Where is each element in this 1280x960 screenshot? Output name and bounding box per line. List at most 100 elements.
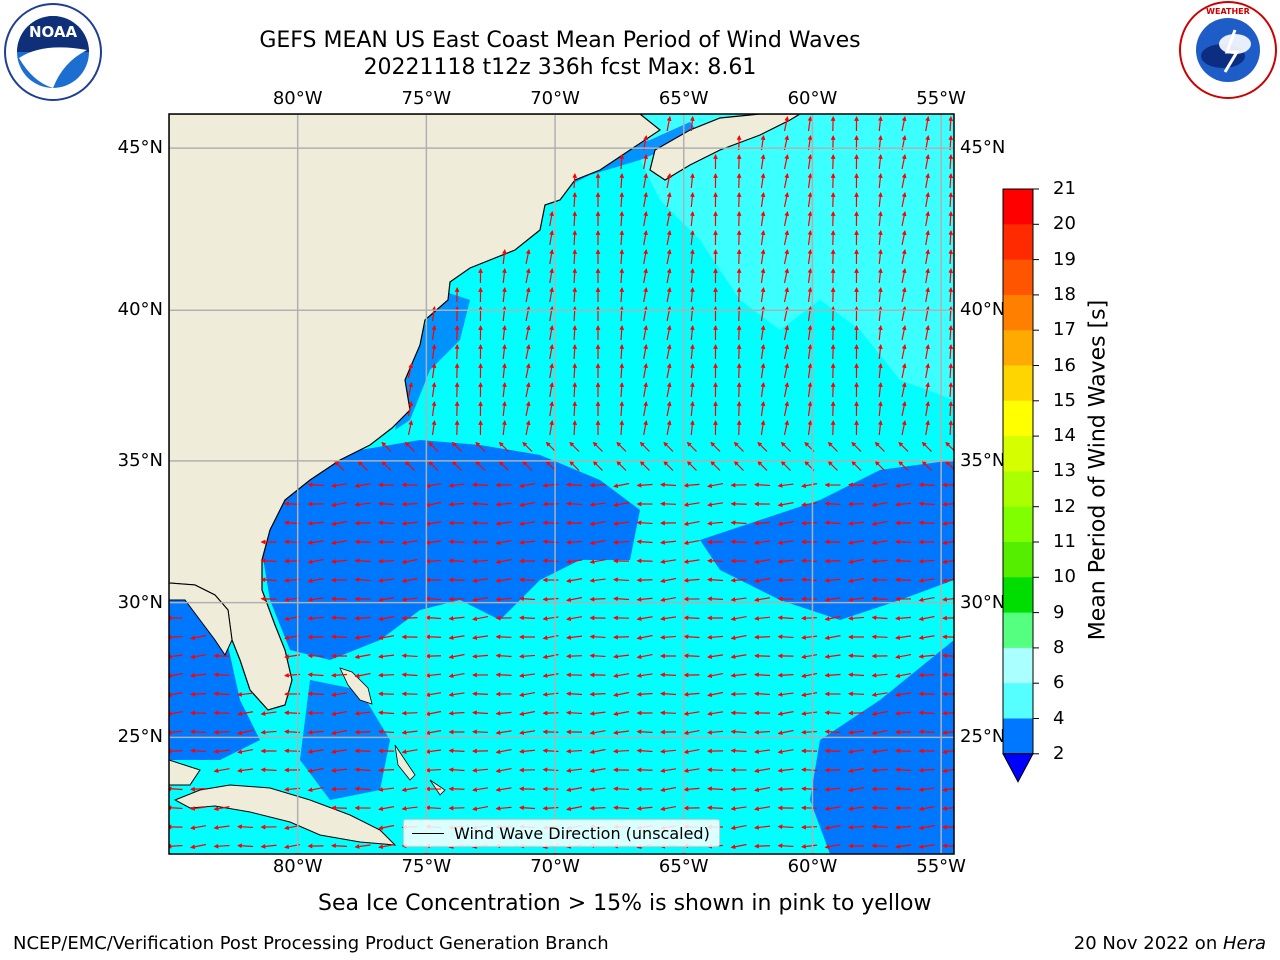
lat-label-right: 40°N — [960, 299, 1006, 321]
wind-wave-arrow — [877, 249, 883, 265]
lat-label-right: 25°N — [960, 726, 1006, 748]
wind-wave-arrow — [643, 173, 648, 189]
wind-wave-arrow — [331, 843, 348, 849]
wind-wave-arrow — [666, 173, 672, 189]
wind-wave-arrow — [801, 786, 818, 792]
wind-wave-arrow — [448, 539, 465, 545]
wind-wave-arrow — [730, 729, 747, 735]
wind-wave-arrow — [777, 672, 794, 678]
wind-wave-arrow — [666, 401, 672, 417]
wind-wave-arrow — [613, 730, 630, 735]
wind-wave-arrow — [354, 844, 371, 849]
wind-wave-arrow — [572, 192, 578, 208]
wind-wave-arrow — [401, 749, 418, 755]
wind-wave-arrow — [566, 482, 583, 488]
nws-logo-icon: WEATHER — [1177, 0, 1279, 100]
wind-wave-arrow — [495, 672, 512, 678]
wind-wave-arrow — [495, 748, 512, 755]
wind-wave-arrow — [824, 654, 841, 659]
wind-wave-arrow — [660, 748, 677, 754]
wind-wave-arrow — [848, 653, 865, 659]
wind-wave-arrow — [643, 325, 648, 341]
wave-period-2-4-region — [810, 640, 954, 854]
colorbar-segment — [1003, 683, 1033, 719]
wind-wave-arrow — [754, 540, 771, 545]
wind-wave-arrow — [942, 540, 954, 546]
wind-wave-arrow — [918, 710, 935, 716]
wind-wave-arrow — [542, 653, 559, 660]
wind-wave-arrow — [801, 844, 818, 849]
wind-wave-arrow — [448, 786, 465, 792]
wind-wave-arrow — [425, 615, 442, 621]
wind-wave-arrow — [660, 501, 677, 507]
wind-wave-arrow — [401, 710, 418, 716]
wind-wave-arrow — [542, 616, 559, 621]
wind-wave-arrow — [895, 767, 912, 773]
wind-wave-arrow — [807, 173, 813, 189]
wind-wave-arrow — [730, 615, 747, 622]
wind-wave-arrow — [643, 268, 648, 284]
wind-wave-arrow — [425, 540, 442, 545]
wind-wave-arrow — [169, 805, 183, 811]
wind-wave-arrow — [683, 539, 700, 546]
wind-wave-arrow — [871, 843, 888, 849]
wind-wave-arrow — [636, 654, 653, 660]
wind-wave-arrow — [237, 692, 254, 697]
wind-wave-arrow — [237, 768, 254, 773]
wind-wave-arrow — [777, 577, 794, 583]
wind-wave-arrow — [877, 211, 883, 227]
wind-wave-arrow — [472, 710, 489, 716]
wind-wave-arrow — [901, 249, 907, 265]
wind-wave-arrow — [498, 460, 509, 471]
wind-wave-arrow — [895, 844, 912, 849]
colorbar-tick-label: 10 — [1053, 566, 1076, 588]
map-legend: Wind Wave Direction (unscaled) — [403, 819, 720, 847]
wind-wave-arrow — [760, 192, 766, 208]
wind-wave-arrow — [307, 749, 324, 754]
wind-wave-arrow — [686, 460, 697, 471]
colorbar-tick-label: 14 — [1053, 425, 1076, 447]
wind-wave-arrow — [666, 420, 672, 436]
wind-wave-arrow — [331, 805, 348, 811]
wind-wave-arrow — [401, 787, 418, 793]
wind-wave-arrow — [824, 806, 841, 811]
wind-wave-arrow — [425, 692, 442, 698]
wind-wave-arrow — [425, 521, 442, 527]
wind-wave-arrow — [378, 844, 395, 850]
wind-wave-arrow — [848, 597, 865, 602]
wind-wave-arrow — [169, 786, 183, 792]
wind-wave-arrow — [378, 806, 395, 812]
wind-wave-arrow — [707, 502, 724, 507]
colorbar-tick-label: 11 — [1053, 531, 1076, 552]
wind-wave-arrow — [666, 211, 672, 227]
wind-wave-arrow — [851, 441, 862, 452]
wind-wave-arrow — [754, 482, 771, 488]
wind-wave-arrow — [942, 806, 954, 811]
wind-wave-arrow — [807, 268, 813, 284]
wind-wave-arrow — [639, 460, 650, 471]
wind-wave-arrow — [566, 635, 583, 640]
wind-wave-arrow — [357, 460, 368, 471]
wind-wave-arrow — [378, 710, 395, 716]
wind-wave-arrow — [780, 441, 791, 452]
colorbar-under-triangle — [1002, 753, 1034, 783]
wind-wave-arrow — [589, 559, 606, 565]
wind-wave-arrow — [824, 597, 841, 602]
wind-wave-arrow — [730, 577, 747, 583]
wind-wave-arrow — [448, 501, 465, 507]
wind-wave-arrow — [331, 634, 348, 640]
wind-wave-arrow — [566, 691, 583, 697]
wind-wave-arrow — [901, 420, 907, 436]
wind-wave-arrow — [948, 382, 954, 398]
wind-wave-arrow — [378, 520, 395, 526]
wind-wave-arrow — [686, 441, 697, 452]
wind-wave-arrow — [542, 596, 559, 602]
wind-wave-arrow — [848, 615, 865, 621]
wind-wave-arrow — [592, 441, 603, 452]
wind-wave-arrow — [401, 806, 418, 811]
lat-lon-grid — [169, 114, 954, 854]
colorbar-tick-label: 13 — [1053, 460, 1076, 482]
wind-wave-arrow — [925, 211, 930, 227]
wind-wave-arrow — [777, 615, 794, 621]
wind-wave-arrow — [589, 691, 606, 697]
